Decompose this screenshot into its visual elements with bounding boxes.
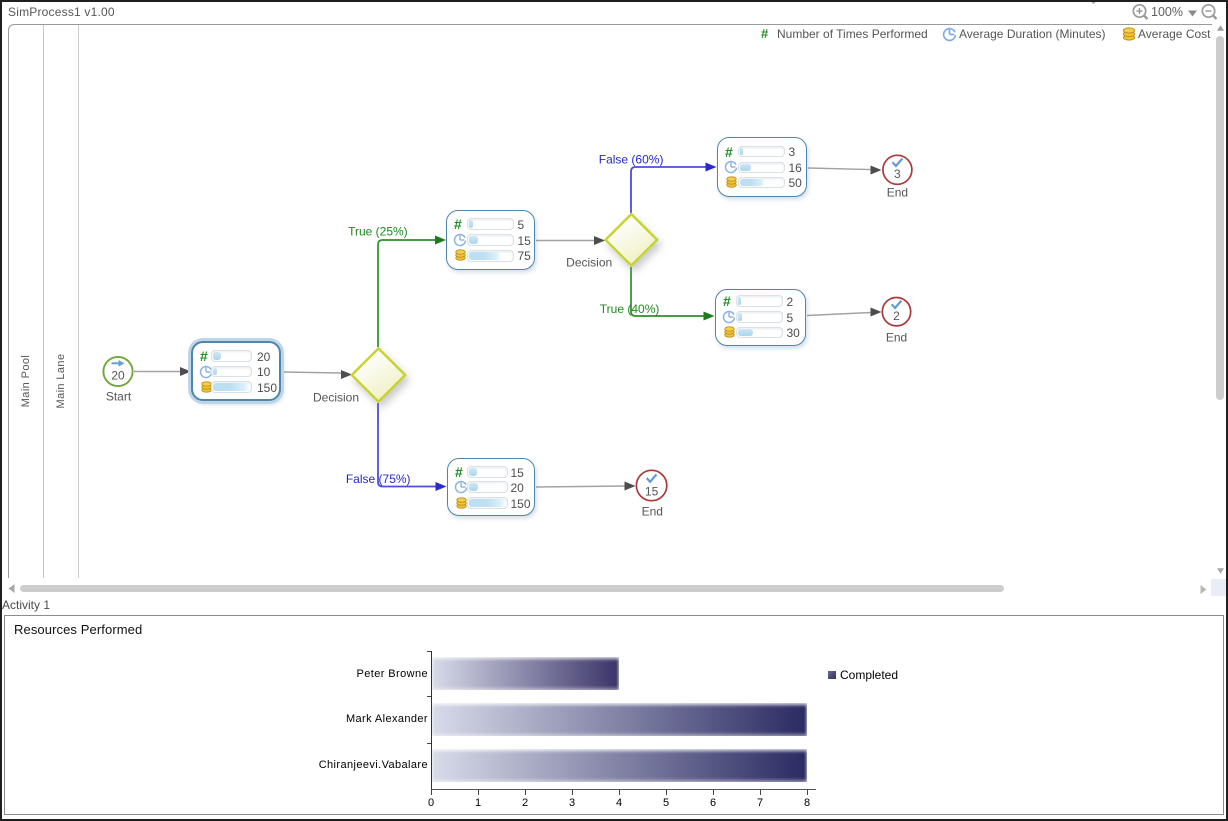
- svg-text:Start: Start: [106, 390, 132, 404]
- svg-text:True (40%): True (40%): [600, 302, 660, 316]
- svg-text:False (75%): False (75%): [346, 472, 411, 486]
- svg-text:15: 15: [645, 485, 659, 499]
- svg-text:End: End: [642, 505, 663, 519]
- svg-text:20: 20: [111, 369, 125, 383]
- svg-text:True (25%): True (25%): [348, 225, 408, 239]
- svg-text:Decision: Decision: [566, 256, 612, 270]
- svg-text:Decision: Decision: [313, 391, 359, 405]
- svg-text:100%: 100%: [1151, 5, 1183, 19]
- svg-text:False (60%): False (60%): [599, 153, 664, 167]
- svg-text:End: End: [887, 186, 908, 200]
- svg-text:2: 2: [893, 309, 900, 323]
- svg-text:3: 3: [894, 167, 901, 181]
- svg-text:End: End: [886, 331, 907, 345]
